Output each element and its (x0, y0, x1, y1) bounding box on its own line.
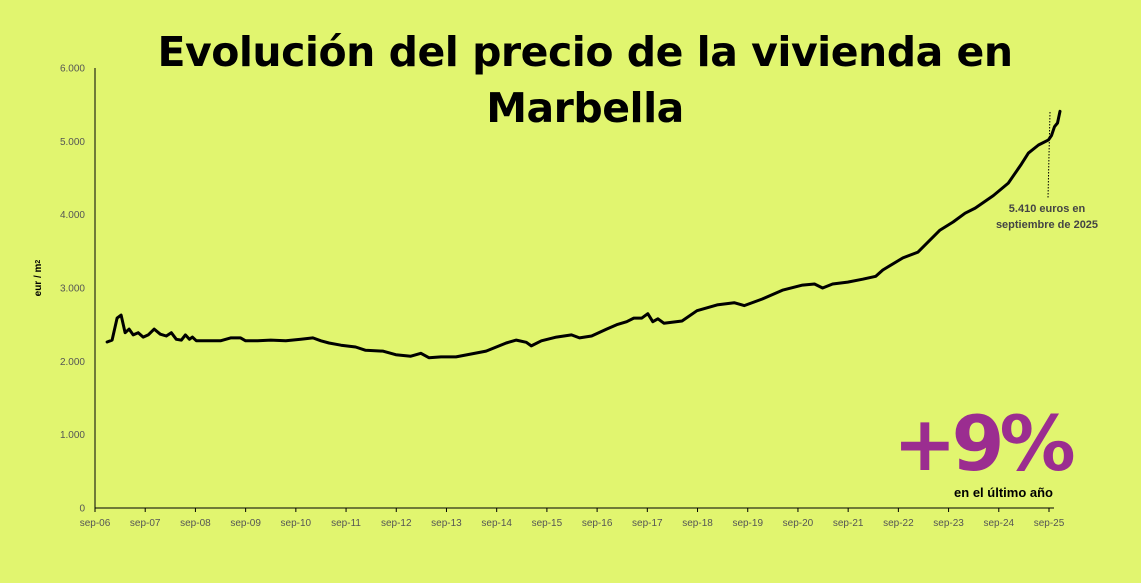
x-tick-label: sep-25 (1034, 518, 1065, 529)
annotation-leader-line (1047, 111, 1051, 199)
x-tick-label: sep-23 (933, 518, 964, 529)
x-tick-label: sep-17 (632, 518, 663, 529)
x-tick-label: sep-12 (381, 518, 412, 529)
x-tick-label: sep-20 (783, 518, 814, 529)
x-tick-label: sep-19 (732, 518, 763, 529)
chart-title: Evolución del precio de la vivienda en M… (150, 24, 1020, 136)
x-tick-label: sep-10 (281, 518, 312, 529)
x-tick-label: sep-16 (582, 518, 613, 529)
x-tick-label: sep-24 (984, 518, 1015, 529)
y-axis-ticks: 0 1.000 2.000 3.000 4.000 5.000 6.000 (60, 64, 85, 515)
yearly-change-value: +9% (893, 399, 1076, 488)
x-tick-label: sep-22 (883, 518, 914, 529)
y-tick-label: 3.000 (60, 284, 85, 295)
x-tick-label: sep-11 (331, 518, 361, 529)
x-tick-label: sep-08 (180, 518, 211, 529)
y-tick-label: 0 (79, 504, 85, 515)
y-tick-label: 6.000 (60, 64, 85, 75)
x-axis-ticks: sep-06 sep-07 sep-08 sep-09 sep-10 sep-11 sep-… (80, 508, 1065, 529)
chart-title-line1: Evolución del precio de la vivienda en (157, 28, 1013, 76)
price-line (105, 109, 1062, 360)
x-tick-label: sep-09 (230, 518, 261, 529)
x-tick-label: sep-18 (682, 518, 713, 529)
chart-title-line2: Marbella (486, 84, 684, 132)
x-tick-label: sep-14 (481, 518, 512, 529)
latest-value-annotation: 5.410 euros en septiembre de 2025 (995, 203, 1099, 231)
x-tick-label: sep-21 (833, 518, 864, 529)
y-tick-label: 5.000 (60, 137, 85, 148)
y-tick-label: 1.000 (60, 430, 85, 441)
y-tick-label: 2.000 (60, 357, 85, 368)
x-tick-label: sep-15 (532, 518, 563, 529)
y-tick-label: 4.000 (60, 210, 85, 221)
x-tick-label: sep-13 (431, 518, 462, 529)
x-tick-label: sep-07 (130, 518, 161, 529)
yearly-change-caption: en el último año (954, 485, 1053, 500)
x-tick-label: sep-06 (80, 518, 111, 529)
